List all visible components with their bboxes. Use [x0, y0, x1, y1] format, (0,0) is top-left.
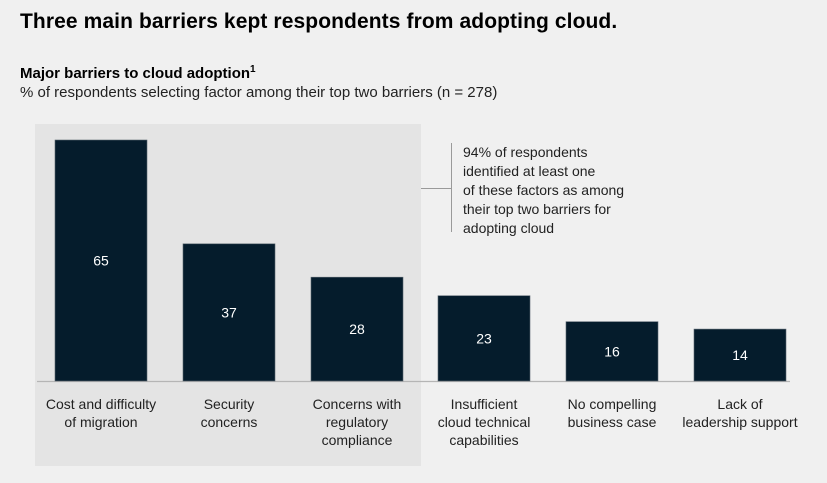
category-label-line: Lack of — [717, 396, 763, 412]
bar-value-label: 37 — [221, 304, 237, 320]
category-label: Concerns with regulatory compliance — [292, 395, 422, 449]
bar-value-label: 23 — [476, 330, 492, 346]
bar — [693, 328, 787, 382]
category-label-line: capabilities — [449, 432, 519, 448]
category-label-line: No compelling — [567, 396, 657, 412]
bar-value-label: 14 — [732, 347, 748, 363]
category-label-line: compliance — [321, 432, 393, 448]
annotation-line: identified at least one — [463, 163, 596, 179]
chart-subtitle: Major barriers to cloud adoption1 — [20, 64, 256, 82]
category-label-line: Insufficient — [450, 396, 518, 412]
annotation-line: their top two barriers for — [463, 201, 611, 217]
category-label-line: of migration — [64, 414, 138, 430]
bar-value-label: 16 — [604, 343, 620, 359]
category-label: Insufficient cloud technical capabilities — [419, 395, 549, 449]
category-label: Security concerns — [164, 395, 294, 431]
page-title: Three main barriers kept respondents fro… — [20, 10, 618, 33]
bar — [437, 295, 531, 382]
category-label-line: leadership support — [682, 414, 798, 430]
category-label-line: Security — [203, 396, 255, 412]
footnote-marker: 1 — [250, 64, 256, 75]
bar — [182, 243, 276, 382]
chart-description: % of respondents selecting factor among … — [20, 84, 498, 101]
bar-value-label: 65 — [93, 253, 109, 269]
category-label-line: Cost and difficulty — [45, 396, 157, 412]
category-label-line: business case — [567, 414, 657, 430]
category-label-line: cloud technical — [437, 414, 531, 430]
annotation-line: of these factors as among — [463, 182, 625, 198]
category-label: Lack of leadership support — [675, 395, 805, 431]
category-label-line: concerns — [200, 414, 258, 430]
category-label: No compelling business case — [547, 395, 677, 431]
category-label-line: Concerns with — [312, 396, 402, 412]
category-label: Cost and difficulty of migration — [36, 395, 166, 431]
annotation-line: adopting cloud — [463, 220, 555, 236]
bar-value-label: 28 — [349, 321, 365, 337]
annotation-text: 94% of respondents identified at least on… — [463, 143, 663, 238]
category-label-line: regulatory — [325, 414, 389, 430]
annotation-line: 94% of respondents — [463, 144, 588, 160]
bar — [310, 276, 404, 382]
bar — [54, 139, 148, 382]
bar — [565, 321, 659, 382]
